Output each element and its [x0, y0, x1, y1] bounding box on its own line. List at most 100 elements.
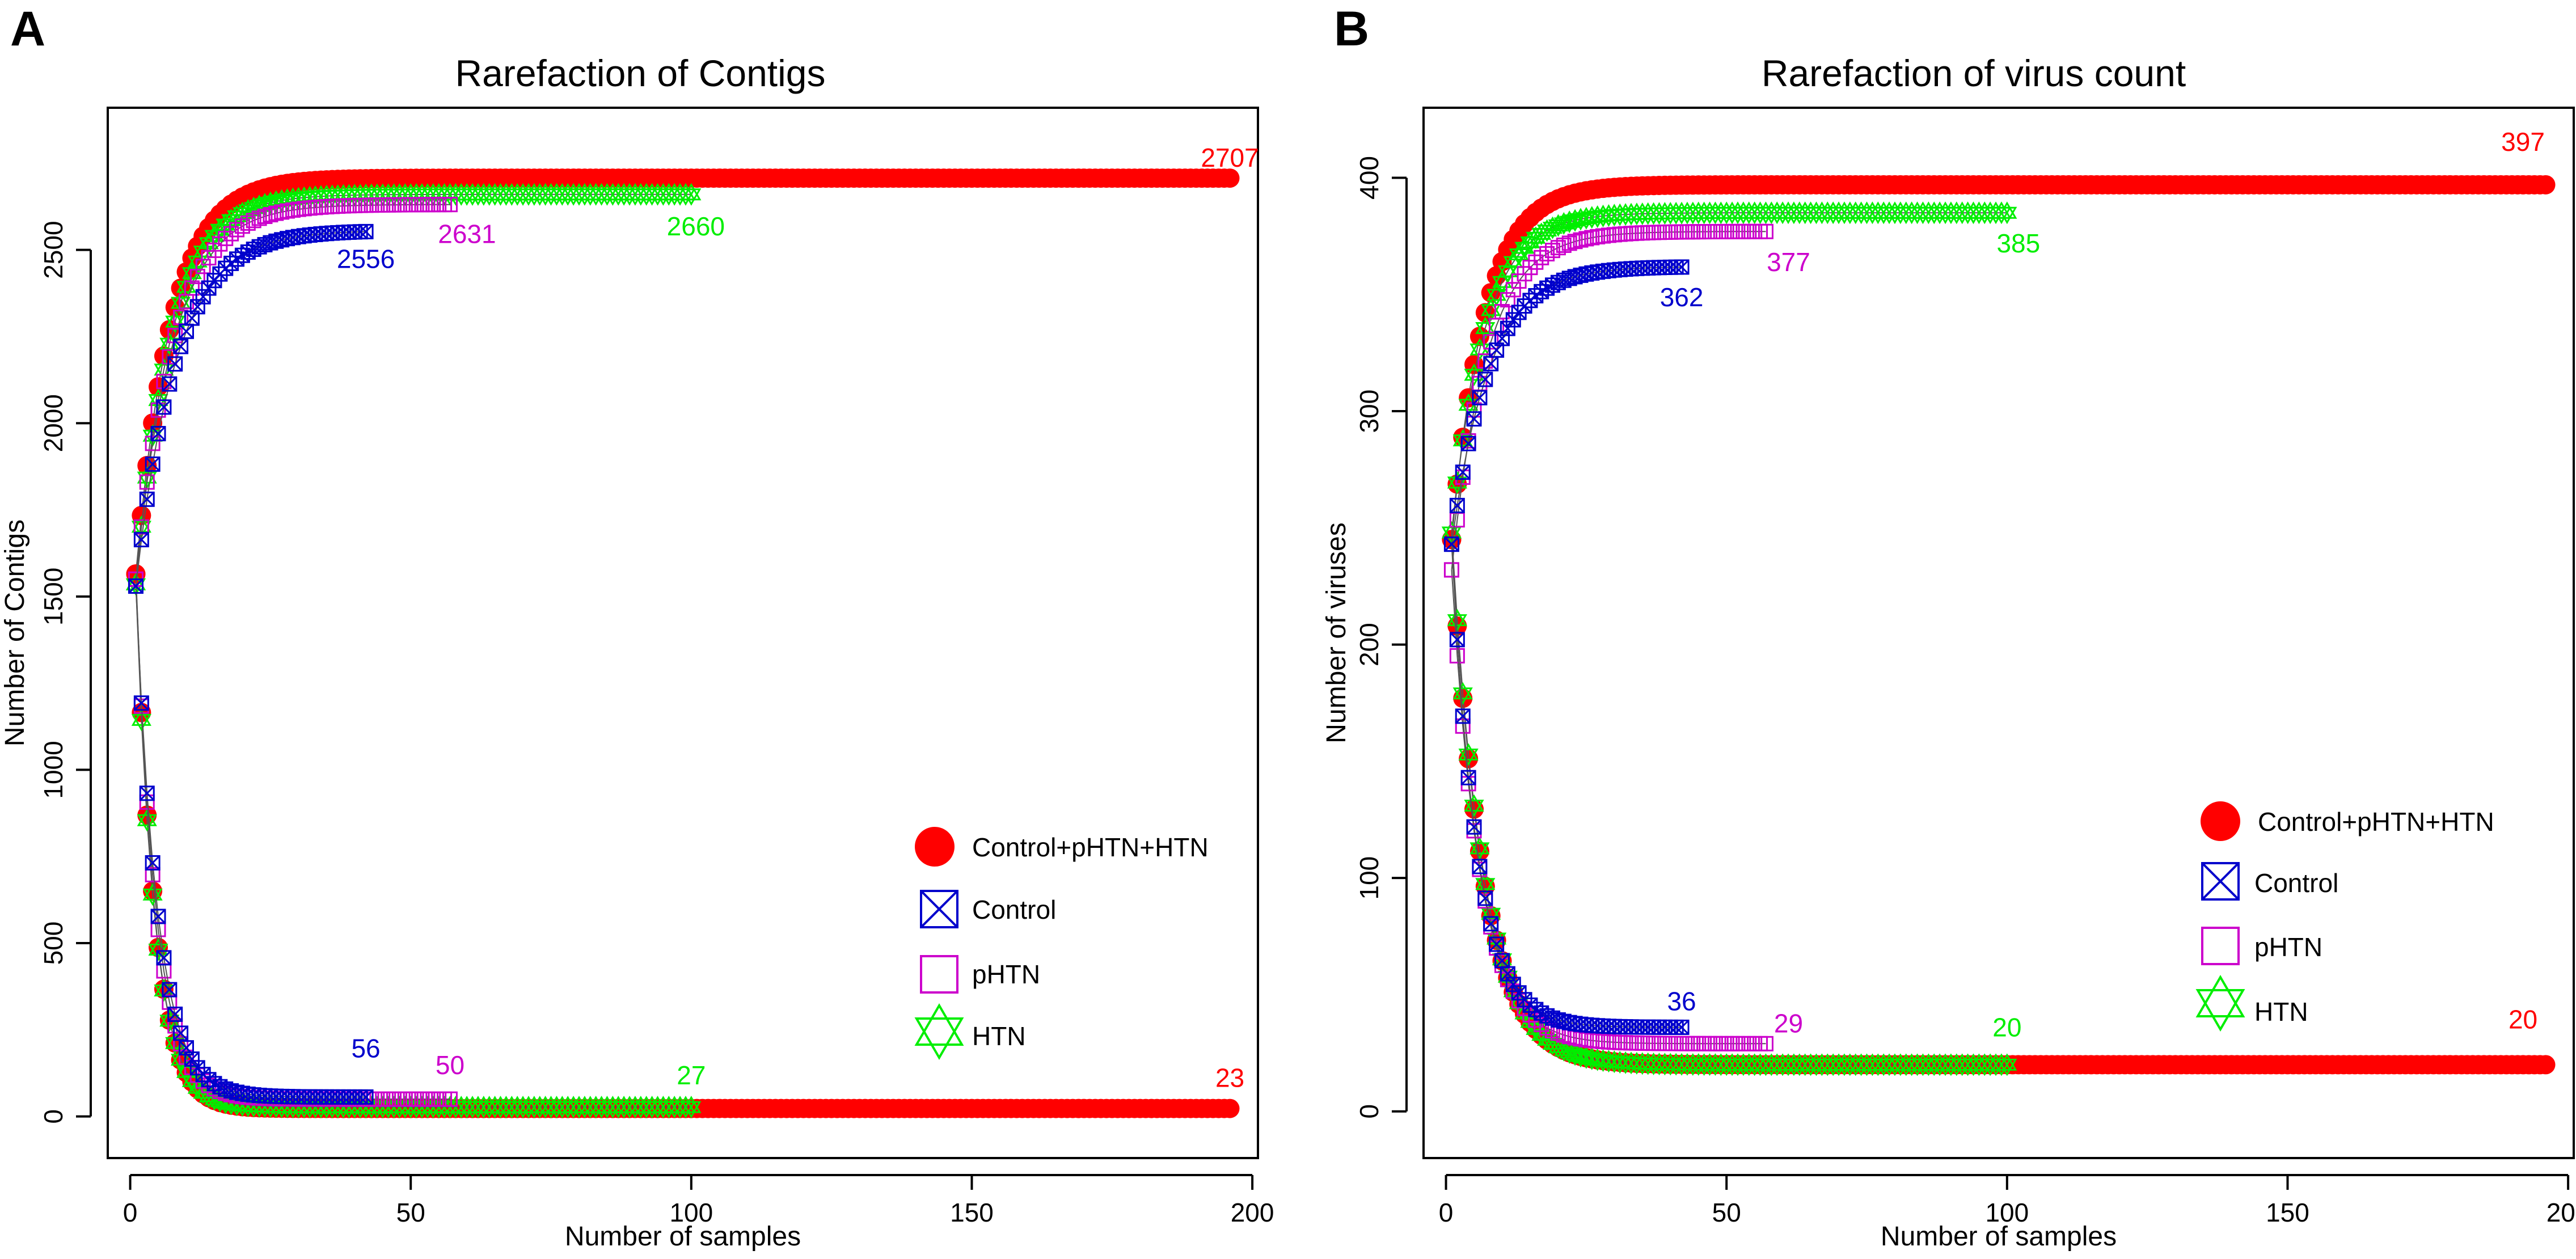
point-phtn	[1545, 1023, 1561, 1039]
legend: Control+pHTN+HTN Control pHTN HTN	[914, 827, 1209, 1060]
point-cross	[1444, 536, 1459, 552]
low-label-htn: 20	[1992, 1012, 2021, 1042]
point-phtn	[150, 402, 166, 418]
point-cross	[353, 224, 368, 239]
point-control	[167, 1006, 183, 1022]
point-phtn	[234, 218, 250, 234]
point-control	[1489, 936, 1505, 952]
data-marks	[125, 168, 1240, 1119]
point-box	[1489, 936, 1505, 952]
point-control	[150, 909, 166, 924]
x-axis-label: Number of samples	[565, 1222, 801, 1252]
point-control	[1443, 536, 1459, 552]
point-triangle-up	[681, 1096, 702, 1113]
point-phtn	[442, 1091, 458, 1107]
point-control	[139, 491, 155, 507]
curve-down-control	[1451, 544, 1682, 1028]
point-cross	[140, 785, 155, 801]
point-triangle-up	[137, 809, 157, 826]
point-triangle-down	[137, 814, 157, 832]
legend-label-combined: Control+pHTN+HTN	[2258, 807, 2494, 836]
point-phtn	[246, 213, 261, 229]
legend-marker-combined	[2201, 801, 2240, 841]
point-phtn	[1550, 240, 1566, 256]
point-box	[173, 339, 189, 354]
point-htn	[681, 1096, 702, 1119]
legend-item-phtn: pHTN	[920, 955, 1040, 994]
point-control	[133, 695, 149, 711]
point-triangle-down	[1503, 256, 1523, 274]
point-box	[156, 950, 172, 966]
point-cross	[190, 299, 205, 314]
end-label-htn: 385	[1996, 229, 2040, 258]
point-box	[145, 855, 161, 871]
point-control	[162, 982, 178, 998]
point-phtn	[1561, 235, 1577, 251]
point-triangle-down	[1997, 1058, 2017, 1076]
point-cross	[173, 339, 188, 354]
point-triangle-up	[1475, 872, 1496, 890]
point-phtn	[1443, 562, 1459, 578]
point-phtn	[1500, 292, 1515, 308]
point-cross	[1500, 321, 1515, 336]
point-triangle-down	[1475, 878, 1496, 895]
point-combined	[2536, 175, 2556, 195]
point-box	[1443, 536, 1459, 552]
y-tick-label: 500	[39, 922, 68, 965]
point-phtn	[263, 207, 278, 223]
point-phtn	[1584, 230, 1600, 246]
point-cross	[358, 224, 374, 239]
point-cross	[179, 324, 194, 339]
y-tick-label: 400	[1354, 156, 1384, 200]
point-box	[133, 695, 149, 711]
point-triangle-up	[1997, 1053, 2017, 1071]
legend-marker-htn	[914, 1003, 964, 1046]
point-triangle-up	[1565, 209, 1585, 227]
point-triangle-up	[1469, 836, 1490, 855]
point-phtn	[280, 203, 295, 219]
point-control	[150, 426, 166, 442]
point-phtn	[1573, 232, 1589, 248]
point-control	[1477, 371, 1493, 387]
y-tick-label: 200	[1354, 623, 1384, 666]
point-control	[1483, 916, 1499, 932]
point-box	[195, 289, 211, 305]
point-phtn	[1528, 254, 1544, 270]
point-triangle-down	[1452, 687, 1473, 705]
point-box	[195, 1067, 211, 1083]
point-cross	[179, 1040, 194, 1055]
point-control	[173, 339, 189, 354]
point-phtn	[1545, 243, 1561, 259]
legend-item-phtn: pHTN	[2201, 927, 2322, 965]
series-combined	[1442, 175, 2556, 1075]
point-control	[1674, 259, 1690, 275]
point-box	[1477, 890, 1493, 906]
x-tick-label: 50	[1712, 1198, 1741, 1227]
low-label-phtn: 29	[1774, 1008, 1803, 1038]
point-triangle-down	[137, 471, 157, 489]
point-triangle-down	[1469, 842, 1490, 860]
legend-label-control: Control	[972, 895, 1056, 924]
point-htn	[137, 809, 157, 832]
point-box	[1494, 331, 1510, 347]
point-cross	[1522, 998, 1538, 1013]
point-control	[358, 1089, 374, 1105]
legend-label-phtn: pHTN	[972, 960, 1040, 989]
point-box	[150, 909, 166, 924]
point-triangle-up	[1452, 682, 1473, 700]
point-box	[1466, 411, 1482, 427]
point-box	[1449, 497, 1465, 513]
point-box	[1460, 436, 1476, 451]
y-tick-label: 2500	[39, 221, 68, 278]
point-box	[128, 578, 143, 594]
point-control	[145, 456, 161, 472]
y-tick-label: 0	[1354, 1104, 1384, 1119]
point-triangle-down	[148, 394, 168, 412]
point-box	[150, 426, 166, 442]
point-box	[1466, 819, 1482, 835]
legend-item-control: Control	[920, 890, 1056, 928]
x-tick-label: 150	[2266, 1198, 2309, 1227]
point-phtn	[218, 230, 234, 246]
point-control	[1477, 890, 1493, 906]
point-control	[1460, 770, 1476, 785]
